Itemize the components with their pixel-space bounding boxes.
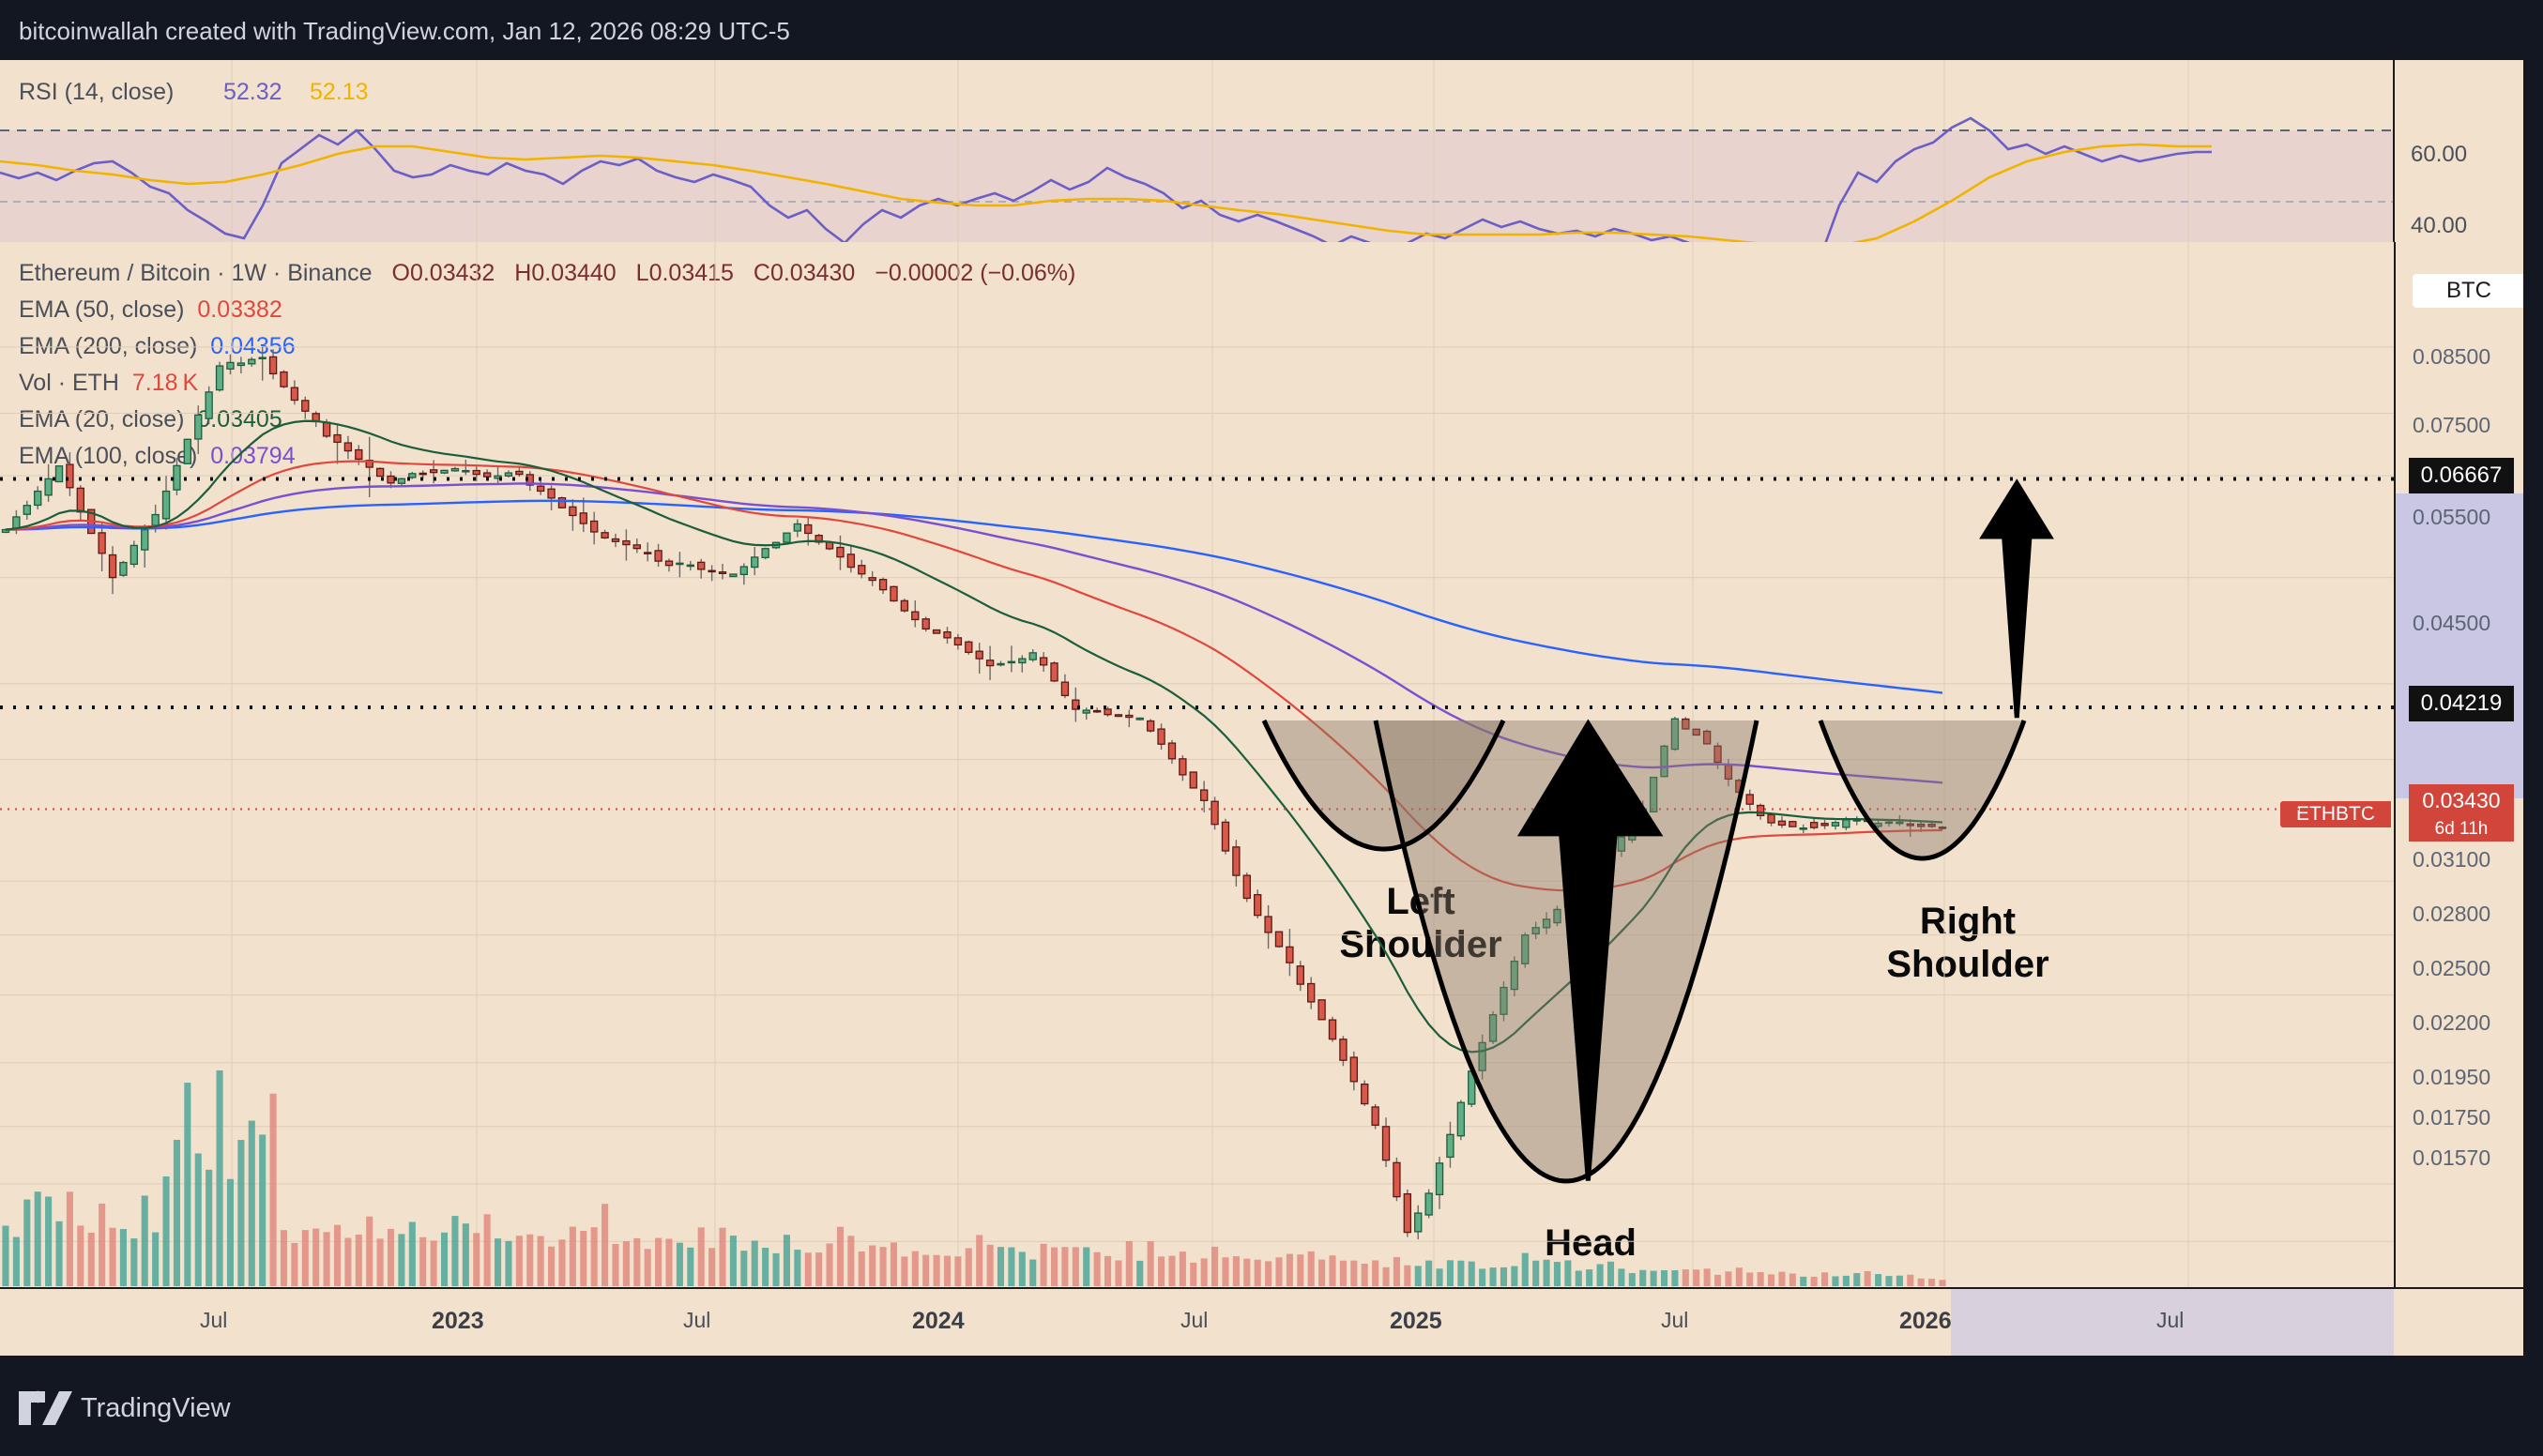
svg-text:TradingView: TradingView bbox=[81, 1393, 232, 1423]
